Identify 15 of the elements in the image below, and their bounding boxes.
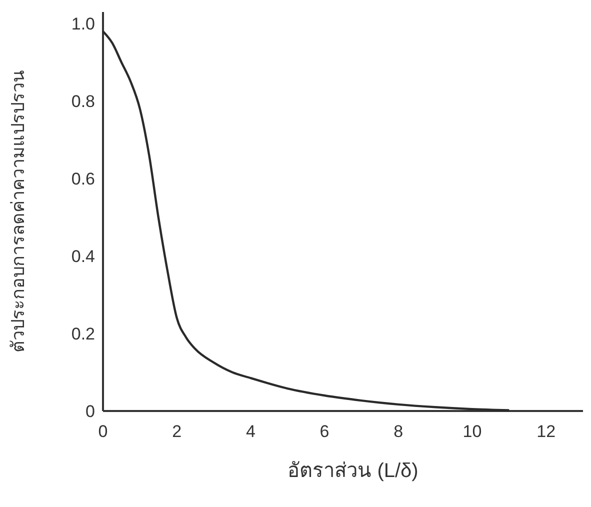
x-tick-label: 8 — [394, 422, 404, 441]
x-tick-label: 10 — [462, 422, 482, 441]
x-axis-title: อัตราส่วน (L/δ) — [288, 460, 418, 482]
y-tick-label: 0.2 — [71, 324, 95, 344]
x-tick-label: 4 — [246, 422, 256, 441]
x-tick-label: 0 — [98, 422, 108, 441]
y-axis-title: ตัวประกอบการลดค่าความแปรปรวน — [8, 70, 28, 352]
y-tick-label: 0 — [86, 402, 95, 421]
x-tick-label: 6 — [320, 422, 330, 441]
x-tick-label: 2 — [172, 422, 182, 441]
x-tick-label: 12 — [536, 422, 556, 441]
y-tick-label: 1.0 — [71, 14, 95, 34]
y-tick-label: 0.8 — [71, 92, 95, 112]
y-tick-label: 0.4 — [71, 247, 95, 266]
y-tick-label: 0.6 — [71, 170, 95, 189]
